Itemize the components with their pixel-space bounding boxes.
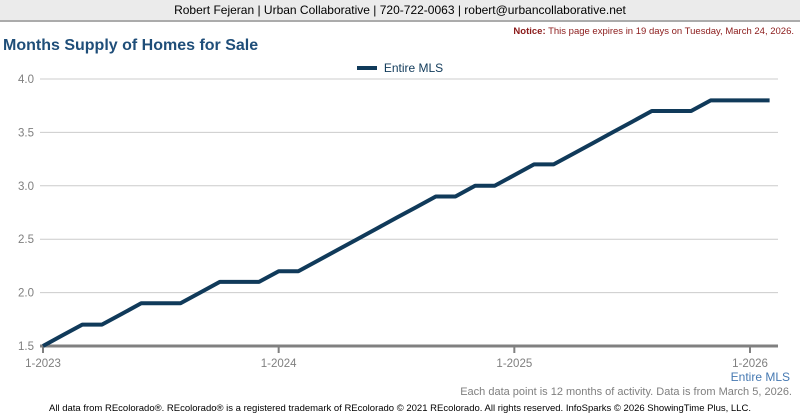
x-tick-label: 1-2025 (496, 358, 532, 370)
y-tick-label: 3.0 (18, 181, 34, 193)
x-tick-label: 1-2023 (25, 358, 61, 370)
x-tick-label: 1-2026 (732, 358, 768, 370)
y-tick-label: 2.0 (18, 288, 34, 300)
contact-header-bar: Robert Fejeran | Urban Collaborative | 7… (0, 0, 800, 22)
y-tick-label: 1.5 (18, 341, 34, 353)
notice-text: This page expires in 19 days on Tuesday,… (545, 26, 794, 37)
legend-label: Entire MLS (383, 61, 444, 75)
y-tick-label: 2.5 (18, 234, 34, 246)
copyright-note: All data from REcolorado®. REcolorado® i… (49, 403, 751, 414)
x-tick-label: 1-2024 (261, 358, 297, 370)
notice-label: Notice: (513, 26, 546, 37)
y-tick-label: 4.0 (18, 74, 34, 86)
y-tick-label: 3.5 (18, 127, 34, 139)
months-supply-line (42, 98, 770, 348)
x-axis-series-label: Entire MLS (730, 370, 790, 384)
expiration-notice: Notice: This page expires in 19 days on … (513, 26, 794, 37)
data-note: Each data point is 12 months of activity… (460, 386, 792, 398)
page-title: Months Supply of Homes for Sale (3, 37, 259, 54)
contact-info-text: Robert Fejeran | Urban Collaborative | 7… (174, 3, 626, 17)
chart-legend: Entire MLS (0, 61, 800, 75)
legend-line-swatch (356, 66, 377, 70)
